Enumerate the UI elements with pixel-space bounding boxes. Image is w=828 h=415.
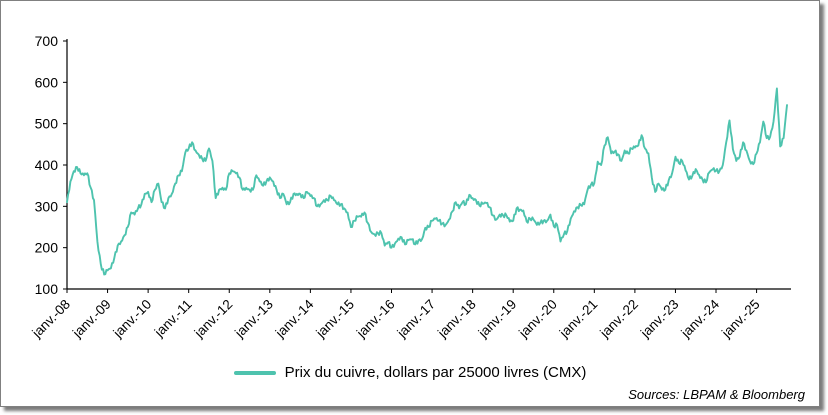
y-tick-label: 700 <box>35 33 59 49</box>
x-tick-label: janv.-19 <box>475 297 520 342</box>
x-tick-label: janv.-12 <box>191 297 236 342</box>
x-tick-label: janv.-22 <box>596 297 641 342</box>
y-tick-label: 200 <box>35 240 59 256</box>
x-tick-label: janv.-10 <box>110 297 155 342</box>
x-tick-label: janv.-18 <box>434 297 479 342</box>
x-tick-label: janv.-16 <box>353 297 398 342</box>
chart-frame: 100 200 300 400 500 600 700 janv.-08 janv.-09 jan… <box>0 0 820 407</box>
sources-text: Sources: LBPAM & Bloomberg <box>628 387 805 402</box>
y-tick-label: 600 <box>35 74 59 90</box>
x-tick-label: janv.-20 <box>515 297 560 342</box>
copper-price-line <box>66 87 788 276</box>
y-tick-label: 400 <box>35 157 59 173</box>
x-tick-label: janv.-15 <box>312 297 357 342</box>
y-tick-label: 100 <box>35 281 59 297</box>
legend-label: Prix du cuivre, dollars par 25000 livres… <box>284 364 587 381</box>
copper-price-chart: 100200300400500600700janv.-08janv.-09jan… <box>29 33 791 342</box>
chart-legend: Prix du cuivre, dollars par 25000 livres… <box>1 364 819 381</box>
x-tick-label: janv.-13 <box>231 297 276 342</box>
x-tick-label: janv.-24 <box>678 296 723 341</box>
x-tick-label: janv.-08 <box>29 297 74 342</box>
x-tick-label: janv.-14 <box>272 296 317 341</box>
x-tick-label: janv.-17 <box>394 297 439 342</box>
x-tick-label: janv.-23 <box>637 297 682 342</box>
y-tick-label: 500 <box>35 116 59 132</box>
x-tick-label: janv.-11 <box>151 297 195 341</box>
x-tick-label: janv.-21 <box>556 297 601 342</box>
x-tick-label: janv.-25 <box>718 297 763 342</box>
y-tick-label: 300 <box>35 198 59 214</box>
x-tick-label: janv.-09 <box>69 297 114 342</box>
legend-line-swatch <box>233 370 276 375</box>
